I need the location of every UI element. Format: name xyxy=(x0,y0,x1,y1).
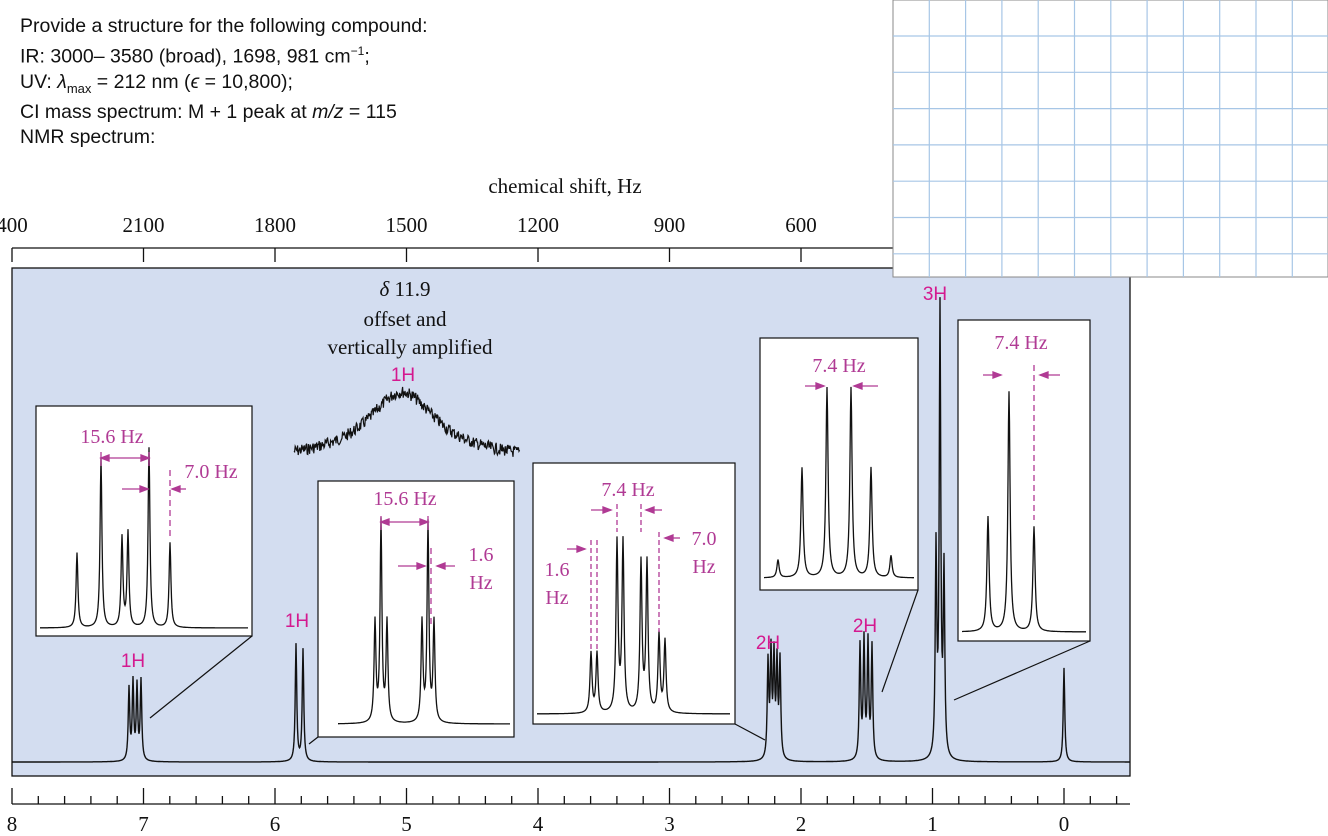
top-tick-label: 1200 xyxy=(517,213,559,237)
top-tick-label: 400 xyxy=(0,213,28,237)
inset-1.5ppm: 7.4 Hz xyxy=(759,337,919,591)
inset-5.8ppm: 15.6 Hz 1.6 Hz xyxy=(317,480,515,738)
inset-trace xyxy=(962,391,1086,633)
top-tick-label: 900 xyxy=(654,213,686,237)
offset-label-line1: offset and xyxy=(363,307,447,331)
top-tick-label: 1800 xyxy=(254,213,296,237)
inset-leader-lines xyxy=(149,589,1091,745)
top-tick-label: 2100 xyxy=(123,213,165,237)
inset-label: 7.4 Hz xyxy=(994,332,1047,354)
nmr-line: NMR spectrum: xyxy=(20,126,156,149)
bottom-tick-label: 3 xyxy=(664,812,675,836)
problem-statement: Provide a structure for the following co… xyxy=(20,14,428,150)
graph-paper xyxy=(892,0,1328,278)
bottom-tick-label: 1 xyxy=(927,812,938,836)
integration-label-2.2ppm: 2H xyxy=(756,633,780,654)
bottom-tick-label: 6 xyxy=(270,812,281,836)
bottom-axis: 8 7 6 5 4 3 2 1 0 xyxy=(7,788,1118,836)
inset-2.2ppm: 7.4 Hz 1.6 Hz 7.0 Hz xyxy=(532,462,736,725)
integration-label-5.8ppm: 1H xyxy=(285,611,309,632)
top-tick-label: 600 xyxy=(785,213,817,237)
bottom-tick-label: 5 xyxy=(401,812,412,836)
integration-label-1.5ppm: 2H xyxy=(853,616,877,637)
bottom-tick-label: 0 xyxy=(1059,812,1070,836)
inset-label: 7.0 xyxy=(692,528,717,550)
offset-label-delta: δ 11.9 xyxy=(380,277,431,301)
inset-label: 15.6 Hz xyxy=(373,488,436,510)
bottom-tick-label: 4 xyxy=(533,812,544,836)
ir-line: IR: 3000– 3580 (broad), 1698, 981 cm−1; xyxy=(20,44,370,68)
inset-label: 7.4 Hz xyxy=(812,355,865,377)
inset-label: Hz xyxy=(545,587,568,609)
inset-label: Hz xyxy=(692,556,715,578)
bottom-tick-label: 8 xyxy=(7,812,18,836)
spectrum-trace xyxy=(12,297,1130,763)
top-axis: 400 2100 1800 1500 1200 900 600 xyxy=(0,213,817,262)
top-axis-label: chemical shift, Hz xyxy=(488,174,641,198)
problem-intro: Provide a structure for the following co… xyxy=(20,15,428,37)
inset-label: 7.4 Hz xyxy=(601,479,654,501)
inset-label: 7.0 Hz xyxy=(184,461,237,483)
top-tick-label: 1500 xyxy=(386,213,428,237)
inset-trace xyxy=(537,536,730,715)
offset-broad-peak xyxy=(293,386,521,457)
inset-0.95ppm: 7.4 Hz xyxy=(957,319,1091,642)
inset-trace xyxy=(764,386,914,579)
ms-line: CI mass spectrum: M + 1 peak at m/z = 11… xyxy=(20,101,397,124)
bottom-tick-label: 2 xyxy=(796,812,807,836)
bottom-tick-label: 7 xyxy=(138,812,149,836)
integration-label-7ppm: 1H xyxy=(121,651,145,672)
inset-label: 1.6 xyxy=(469,544,494,566)
inset-trace xyxy=(40,447,248,629)
inset-7ppm: 15.6 Hz 7.0 Hz xyxy=(35,405,253,637)
offset-label-line2: vertically amplified xyxy=(327,335,493,359)
inset-label: 1.6 xyxy=(545,559,570,581)
integration-label-offset: 1H xyxy=(391,365,415,386)
inset-label: Hz xyxy=(469,572,492,594)
inset-trace xyxy=(338,517,510,725)
uv-line: UV: λmax = 212 nm (ϵ = 10,800); xyxy=(20,70,293,96)
inset-label: 15.6 Hz xyxy=(80,426,143,448)
integration-label-0.95ppm: 3H xyxy=(923,284,947,305)
